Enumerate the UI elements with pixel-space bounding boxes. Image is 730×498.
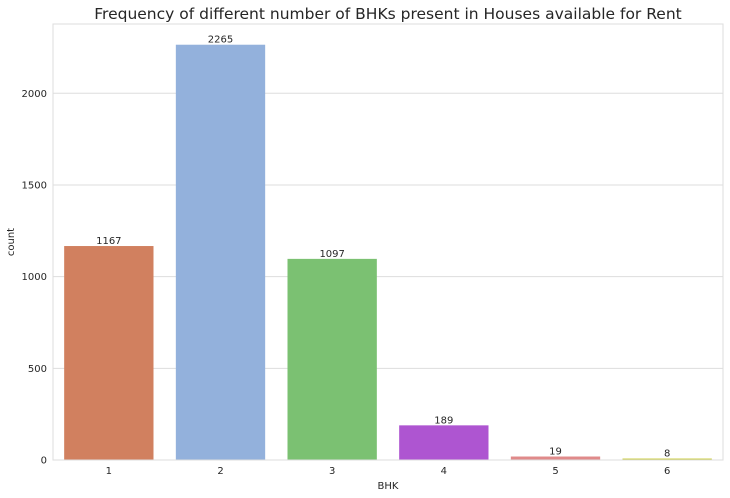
y-tick-label: 0 [41,456,47,467]
plot-frame [52,23,724,461]
bar-bhk-6 [622,458,712,460]
x-axis-label: BHK [378,481,399,492]
y-axis-label: count [6,228,17,256]
x-axis-ticks: 1 2 3 4 5 6 [106,466,671,477]
bar-value-label: 2265 [208,35,233,46]
bar-bhk-3 [287,258,377,460]
x-tick-label: 2 [217,466,223,477]
bar-value-label: 189 [434,415,453,426]
chart-title: Frequency of different number of BHKs pr… [94,5,682,23]
bar-value-label: 19 [549,447,562,458]
y-tick-label: 1500 [22,180,47,191]
bar-bhk-5 [510,456,601,460]
bar-value-label: 1097 [319,249,344,260]
bar-bhk-2 [175,44,266,460]
data-labels: 1167 2265 1097 189 19 8 [96,35,670,460]
x-tick-label: 1 [106,466,112,477]
bar-value-label: 8 [664,449,670,460]
y-tick-label: 2000 [22,89,47,100]
bar-bhk-4 [399,425,489,460]
bar-bhk-1 [64,246,154,460]
bars [64,44,712,460]
y-axis-ticks: 0 500 1000 1500 2000 [22,89,47,467]
bar-value-label: 1167 [96,236,121,247]
x-tick-label: 3 [329,466,335,477]
x-tick-label: 5 [552,466,558,477]
x-tick-label: 6 [664,466,670,477]
y-tick-label: 500 [28,364,47,375]
x-tick-label: 4 [441,466,447,477]
y-tick-label: 1000 [22,272,47,283]
